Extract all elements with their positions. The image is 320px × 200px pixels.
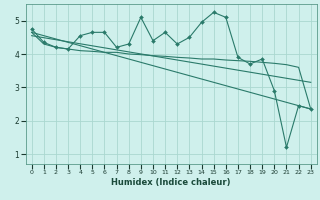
X-axis label: Humidex (Indice chaleur): Humidex (Indice chaleur): [111, 178, 231, 187]
